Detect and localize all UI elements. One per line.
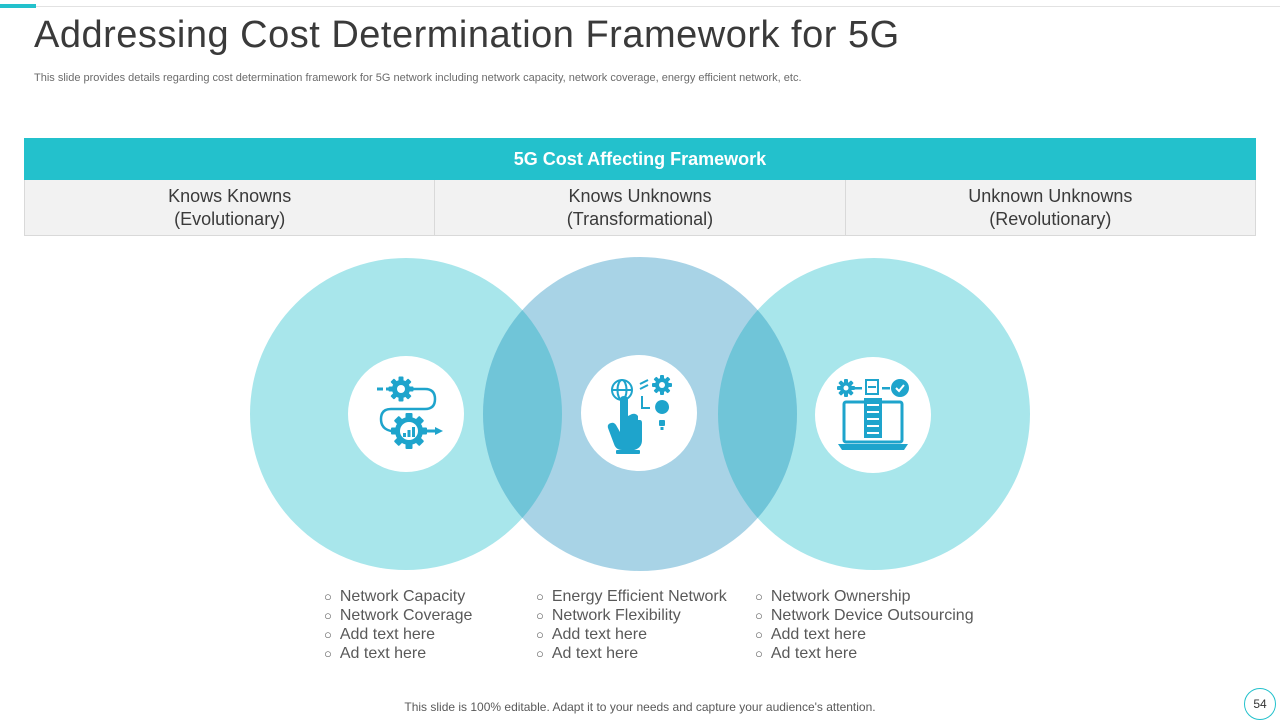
- bullet-circle-icon: ○: [755, 627, 763, 642]
- revolutionary-icon-badge: [815, 357, 931, 473]
- bullet-circle-icon: ○: [324, 646, 332, 661]
- bullet-circle-icon: ○: [324, 608, 332, 623]
- list-item-label: Network Ownership: [770, 588, 911, 605]
- bullet-circle-icon: ○: [755, 646, 763, 661]
- column-heading-line2: (Evolutionary): [174, 208, 286, 229]
- list-item: ○ Ad text here: [324, 644, 472, 663]
- list-item-label: Energy Efficient Network: [551, 588, 727, 605]
- evolutionary-list: ○ Network Capacity ○ Network Coverage ○ Add…: [324, 587, 472, 663]
- framework-header: 5G Cost Affecting Framework: [24, 138, 1256, 180]
- list-item: ○ Network Capacity: [324, 587, 472, 606]
- slide-title: Addressing Cost Determination Framework …: [34, 14, 900, 56]
- touch-technology-icon: [607, 375, 672, 454]
- list-item-label: Network Coverage: [339, 607, 473, 624]
- slide-footer: This slide is 100% editable. Adapt it to…: [404, 700, 876, 714]
- list-item: ○ Network Ownership: [755, 587, 974, 606]
- column-heading-line2: (Revolutionary): [989, 208, 1112, 229]
- top-accent-bar: [0, 4, 36, 8]
- list-item-label: Add text here: [339, 626, 436, 643]
- bullet-circle-icon: ○: [536, 608, 544, 623]
- slide-subtitle: This slide provides details regarding co…: [34, 72, 802, 84]
- bullet-circle-icon: ○: [536, 646, 544, 661]
- list-item: ○ Network Flexibility: [536, 606, 727, 625]
- list-item: ○ Network Coverage: [324, 606, 472, 625]
- list-item-label: Add text here: [770, 626, 867, 643]
- framework-table: 5G Cost Affecting Framework Knows Knowns…: [24, 138, 1256, 236]
- bullet-circle-icon: ○: [755, 589, 763, 604]
- list-item-label: Ad text here: [770, 645, 858, 662]
- transformational-list: ○ Energy Efficient Network ○ Network Flexi…: [536, 587, 727, 663]
- column-heading-revolutionary: Unknown Unknowns (Revolutionary): [845, 180, 1256, 236]
- bullet-circle-icon: ○: [536, 627, 544, 642]
- laptop-workflow-icon: [837, 379, 909, 450]
- gear-process-icon: [377, 376, 443, 449]
- bullet-circle-icon: ○: [536, 589, 544, 604]
- column-heading-evolutionary: Knows Knowns (Evolutionary): [24, 180, 436, 236]
- list-item-label: Add text here: [551, 626, 648, 643]
- revolutionary-list: ○ Network Ownership ○ Network Device Outso…: [755, 587, 974, 663]
- list-item: ○ Add text here: [755, 625, 974, 644]
- list-item: ○ Energy Efficient Network: [536, 587, 727, 606]
- top-rule: [0, 6, 1280, 7]
- column-heading-line1: Knows Unknowns: [568, 185, 712, 206]
- bullet-circle-icon: ○: [324, 589, 332, 604]
- evolutionary-icon-badge: [348, 356, 464, 472]
- column-heading-line2: (Transformational): [566, 208, 714, 229]
- list-item-label: Network Device Outsourcing: [770, 607, 974, 624]
- framework-row: Knows Knowns (Evolutionary) Knows Unknow…: [24, 180, 1256, 236]
- list-item-label: Network Flexibility: [551, 607, 681, 624]
- list-item: ○ Add text here: [324, 625, 472, 644]
- list-item: ○ Ad text here: [536, 644, 727, 663]
- list-item: ○ Add text here: [536, 625, 727, 644]
- bullet-circle-icon: ○: [755, 608, 763, 623]
- transformational-icon-badge: [581, 355, 697, 471]
- list-item: ○ Ad text here: [755, 644, 974, 663]
- column-heading-line1: Knows Knowns: [168, 185, 292, 206]
- list-item-label: Network Capacity: [339, 588, 466, 605]
- list-item-label: Ad text here: [339, 645, 427, 662]
- bullet-circle-icon: ○: [324, 627, 332, 642]
- column-heading-transformational: Knows Unknowns (Transformational): [435, 180, 846, 236]
- page-number-badge: 54: [1244, 688, 1276, 720]
- list-item: ○ Network Device Outsourcing: [755, 606, 974, 625]
- list-item-label: Ad text here: [551, 645, 639, 662]
- column-heading-line1: Unknown Unknowns: [968, 185, 1133, 206]
